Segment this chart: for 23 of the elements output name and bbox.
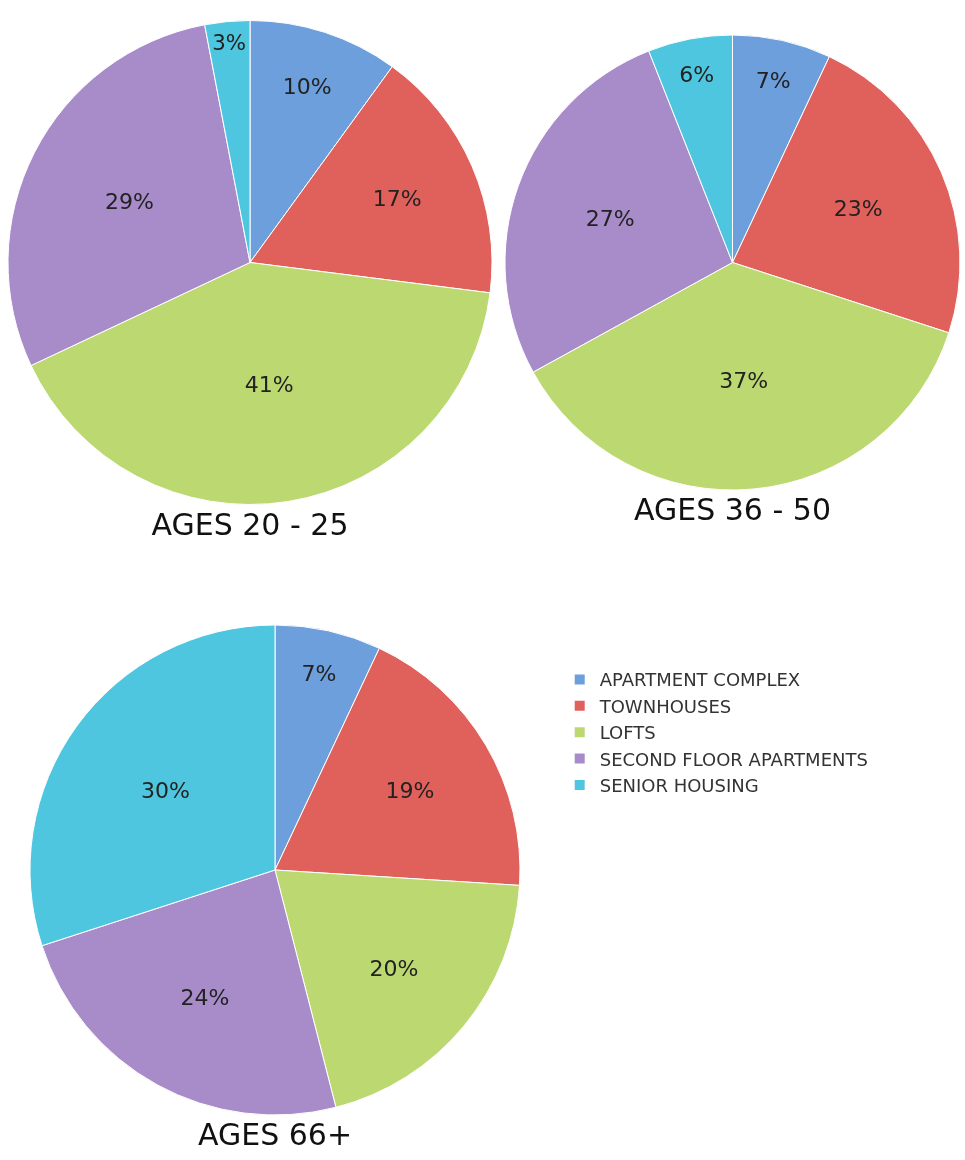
text: AGES 20 - 25: [151, 506, 349, 542]
data-label: 7%: [755, 67, 791, 93]
data-label: 23%: [833, 195, 883, 221]
data-label: 6%: [679, 61, 715, 87]
text: AGES 36 - 50: [633, 492, 832, 527]
legend-label: SECOND FLOOR APARTMENTS: [599, 748, 868, 770]
data-label: 37%: [719, 368, 769, 394]
legend-label: TOWNHOUSES: [598, 695, 732, 717]
data-label: 27%: [585, 205, 635, 231]
data-label: 29%: [105, 188, 154, 214]
legend-label: SENIOR HOUSING: [599, 775, 759, 797]
data-label: 20%: [369, 955, 419, 981]
data-label: 3%: [212, 29, 247, 55]
data-label: 41%: [244, 371, 294, 397]
text: AGES 66+: [197, 1117, 353, 1152]
data-label: 24%: [180, 984, 230, 1010]
data-label: 17%: [372, 186, 422, 212]
data-label: 7%: [301, 661, 337, 687]
legend-label: LOFTS: [599, 722, 656, 744]
data-label: 10%: [282, 74, 332, 100]
data-label: 30%: [140, 777, 190, 803]
data-label: 19%: [385, 777, 435, 803]
legend-label: APARTMENT COMPLEX: [599, 669, 801, 691]
